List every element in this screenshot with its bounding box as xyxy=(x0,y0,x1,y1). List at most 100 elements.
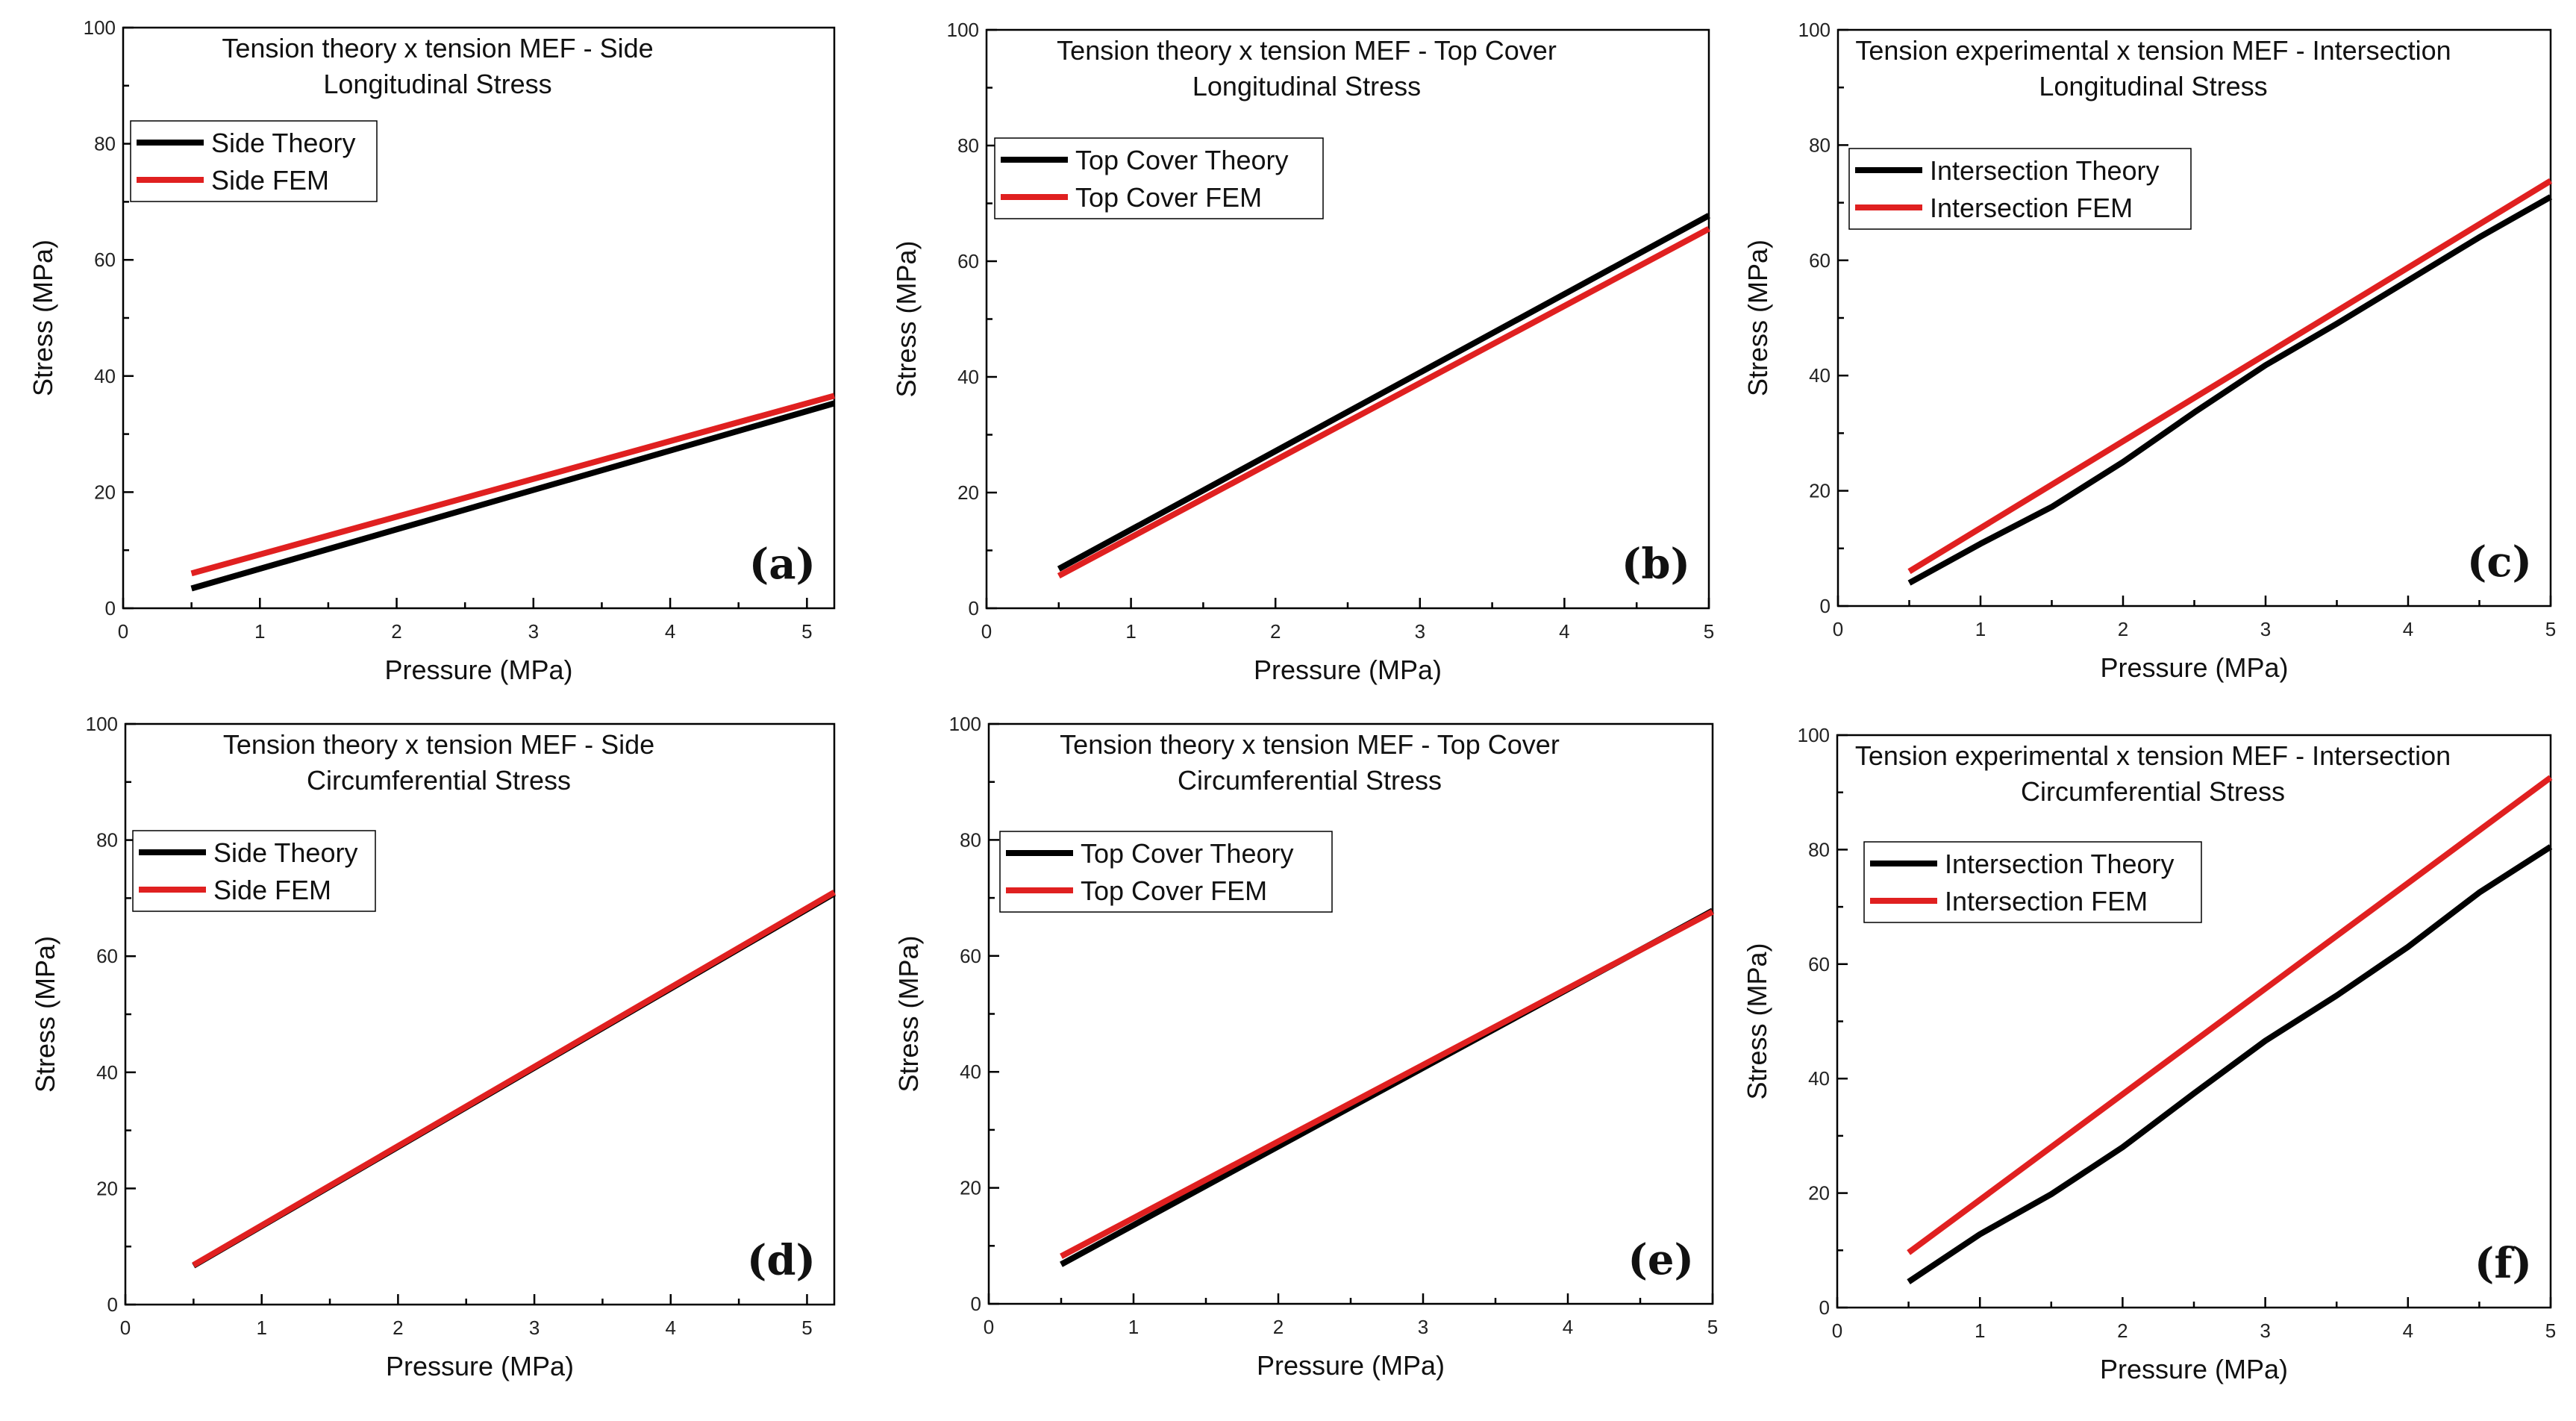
plot-frame xyxy=(122,26,836,610)
x-tick-label: 2 xyxy=(1270,620,1281,643)
chart-panel-3: 0 1 2 3 4 5 0 20 40 60 80 100 Pressure (MPa) Stress (… xyxy=(1742,19,2556,683)
y-tick-label: 40 xyxy=(1809,364,1831,387)
panel-letter: (e) xyxy=(1628,1235,1694,1284)
chart-panel-4: 0 1 2 3 4 5 0 20 40 60 80 100 Pressure (MPa) Stress (… xyxy=(30,713,837,1381)
x-tick-label: 0 xyxy=(1832,1320,1842,1342)
series-line-fem xyxy=(192,890,837,1268)
y-tick-label: 100 xyxy=(949,713,981,735)
x-tick-label: 2 xyxy=(1273,1316,1284,1338)
y-tick-label: 0 xyxy=(1820,595,1831,617)
y-tick-label: 100 xyxy=(1798,724,1830,746)
x-axis-label: Pressure (MPa) xyxy=(1257,1350,1445,1381)
x-tick-label: 0 xyxy=(118,620,128,643)
chart-title-line: Circumferential Stress xyxy=(307,765,571,796)
x-tick-label: 5 xyxy=(1707,1316,1718,1338)
y-tick-label: 80 xyxy=(960,828,981,851)
chart-title-line: Tension theory x tension MEF - Top Cover xyxy=(1060,729,1560,760)
y-axis-label: Stress (MPa) xyxy=(1742,240,1773,396)
chart-panel-5: 0 1 2 3 4 5 0 20 40 60 80 100 Pressure (MPa) Stress (… xyxy=(893,713,1718,1381)
series-line-theory xyxy=(1057,213,1710,572)
chart-title-line: Tension theory x tension MEF - Side xyxy=(222,33,653,63)
panel-letter: (f) xyxy=(2475,1239,2532,1288)
y-tick-label: 80 xyxy=(1809,134,1831,156)
y-tick-label: 40 xyxy=(960,1061,981,1083)
x-tick-label: 2 xyxy=(2117,1320,2128,1342)
chart-panel-6: 0 1 2 3 4 5 0 20 40 60 80 100 Pressure (MPa) Stress (… xyxy=(1742,724,2556,1384)
y-tick-label: 100 xyxy=(84,16,116,39)
series-line-fem xyxy=(1907,178,2553,575)
series-line-fem xyxy=(1057,226,1710,579)
x-tick-label: 4 xyxy=(1559,620,1569,643)
plot-frame xyxy=(985,28,1710,610)
series-line-theory xyxy=(1907,194,2552,586)
x-tick-label: 1 xyxy=(1975,1320,1985,1342)
series-line-theory xyxy=(1907,844,2553,1284)
x-tick-label: 5 xyxy=(801,1317,812,1339)
y-axis-label: Stress (MPa) xyxy=(891,240,922,397)
series-line-fem xyxy=(1060,909,1714,1259)
legend-label: Top Cover FEM xyxy=(1075,182,1262,213)
y-tick-label: 40 xyxy=(94,365,116,387)
legend: Top Cover Theory Top Cover FEM xyxy=(999,831,1333,913)
y-axis-label: Stress (MPa) xyxy=(893,935,924,1092)
legend-label: Intersection Theory xyxy=(1945,849,2175,879)
x-tick-label: 0 xyxy=(120,1317,131,1339)
y-tick-label: 100 xyxy=(1798,19,1831,41)
legend-label: Top Cover Theory xyxy=(1081,838,1293,869)
legend: Side Theory Side FEM xyxy=(132,830,376,912)
y-tick-label: 0 xyxy=(107,1293,118,1316)
y-tick-label: 0 xyxy=(1819,1296,1830,1319)
legend: Side Theory Side FEM xyxy=(130,120,378,202)
x-tick-label: 0 xyxy=(981,620,992,643)
y-tick-label: 20 xyxy=(94,481,116,503)
series-line-theory xyxy=(190,400,836,592)
legend: Intersection Theory Intersection FEM xyxy=(1848,148,2192,230)
y-tick-label: 80 xyxy=(94,133,116,155)
y-tick-label: 0 xyxy=(105,597,116,619)
y-tick-label: 60 xyxy=(96,945,118,967)
x-tick-label: 4 xyxy=(666,1317,676,1339)
x-tick-label: 0 xyxy=(984,1316,994,1338)
plot-frame xyxy=(124,722,836,1306)
legend-box xyxy=(994,137,1324,219)
panel-letter: (a) xyxy=(749,540,816,589)
legend-label: Intersection Theory xyxy=(1930,155,2160,186)
y-tick-label: 20 xyxy=(1808,1182,1830,1205)
legend-label: Intersection FEM xyxy=(1930,193,2133,223)
chart-title-line: Longitudinal Stress xyxy=(1192,71,1421,102)
legend: Top Cover Theory Top Cover FEM xyxy=(994,137,1324,219)
y-tick-label: 60 xyxy=(94,249,116,271)
x-axis-label: Pressure (MPa) xyxy=(2100,652,2288,683)
x-tick-label: 3 xyxy=(1418,1316,1428,1338)
x-axis-label: Pressure (MPa) xyxy=(1254,655,1442,685)
legend-label: Top Cover Theory xyxy=(1075,145,1288,175)
chart-title-line: Tension theory x tension MEF - Side xyxy=(223,729,654,760)
x-tick-label: 5 xyxy=(2545,1320,2556,1342)
chart-title-line: Longitudinal Stress xyxy=(323,69,551,99)
legend-label: Side Theory xyxy=(211,128,355,158)
chart-title-line: Tension theory x tension MEF - Top Cover xyxy=(1057,35,1557,66)
y-axis-label: Stress (MPa) xyxy=(1742,943,1772,1099)
y-tick-label: 0 xyxy=(971,1293,981,1315)
panel-letter: (b) xyxy=(1622,540,1690,589)
y-tick-label: 80 xyxy=(957,134,979,157)
y-tick-label: 20 xyxy=(96,1177,118,1199)
y-tick-label: 20 xyxy=(1809,480,1831,502)
y-tick-label: 80 xyxy=(1808,838,1830,861)
y-tick-label: 40 xyxy=(96,1061,118,1084)
plot-frame xyxy=(1836,734,2552,1309)
x-tick-label: 2 xyxy=(393,1317,403,1339)
x-tick-label: 3 xyxy=(2260,1320,2270,1342)
chart-title-line: Circumferential Stress xyxy=(2021,776,2285,807)
x-axis-label: Pressure (MPa) xyxy=(2100,1354,2288,1384)
panel-letter: (c) xyxy=(2467,537,2532,587)
legend-label: Intersection FEM xyxy=(1945,886,2148,916)
x-tick-label: 4 xyxy=(2403,1320,2413,1342)
y-axis-label: Stress (MPa) xyxy=(30,936,60,1093)
legend-label: Side FEM xyxy=(211,165,329,196)
x-tick-label: 1 xyxy=(254,620,265,643)
x-tick-label: 1 xyxy=(1125,620,1136,643)
x-tick-label: 2 xyxy=(2118,618,2128,640)
